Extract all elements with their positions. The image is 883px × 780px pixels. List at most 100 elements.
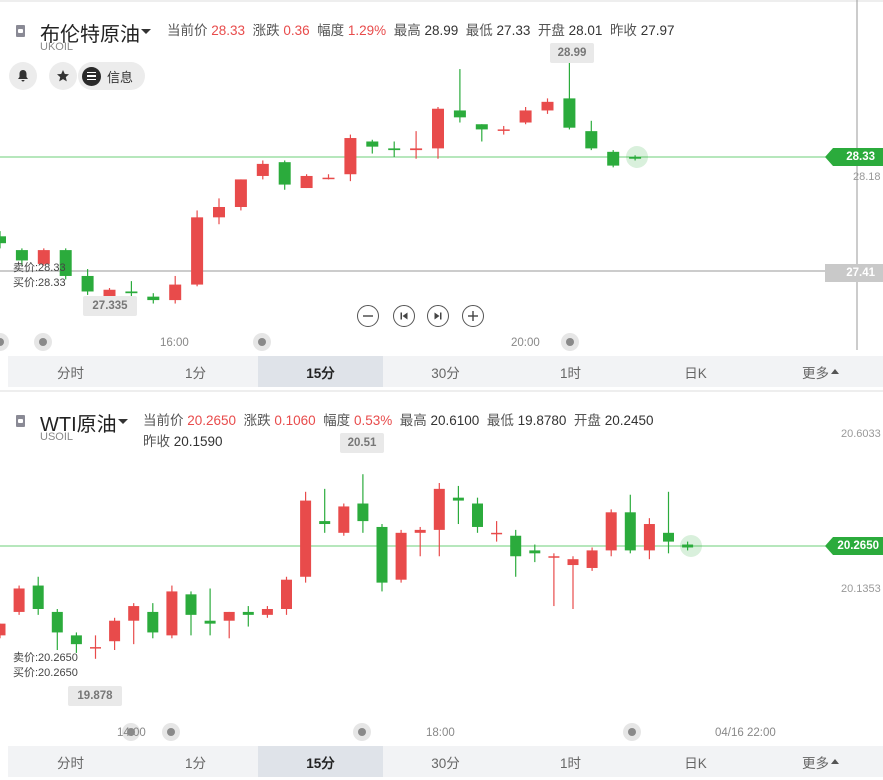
candle xyxy=(529,544,541,563)
scroll-end-button[interactable] xyxy=(427,305,449,327)
prev-close-value: 27.97 xyxy=(640,23,675,38)
candle xyxy=(414,526,426,557)
chevron-down-icon[interactable] xyxy=(141,29,151,34)
tab-timeshare[interactable]: 分时 xyxy=(8,356,133,387)
timeline-handle[interactable] xyxy=(623,723,641,741)
change-label: 涨跌 xyxy=(243,413,271,428)
candle-body xyxy=(388,148,401,151)
quote-bar: 当前价 20.2650 涨跌 0.1060 幅度 0.53% 最高 20.610… xyxy=(143,409,654,429)
interval-tabs: 分时 1分 15分 30分 1时 日K 更多 xyxy=(8,356,883,387)
favorite-button[interactable] xyxy=(49,62,77,90)
skip-back-icon xyxy=(400,312,408,320)
candle xyxy=(548,553,560,607)
document-icon[interactable] xyxy=(16,415,25,427)
candle xyxy=(204,588,216,636)
tab-more[interactable]: 更多 xyxy=(758,356,883,387)
live-glow xyxy=(626,146,648,168)
instrument-name[interactable]: WTI原油 xyxy=(40,414,117,436)
candle xyxy=(376,524,388,592)
candle xyxy=(472,497,483,533)
current-price-tag: 20.2650 xyxy=(837,540,879,552)
candle xyxy=(13,585,25,615)
tab-1hour[interactable]: 1时 xyxy=(508,356,633,387)
candle-body xyxy=(51,611,63,633)
zoom-in-button[interactable] xyxy=(462,305,484,327)
timeline-handle[interactable] xyxy=(561,333,579,351)
timeline-handle[interactable] xyxy=(34,333,52,351)
wti-candlestick-chart[interactable] xyxy=(0,390,883,730)
tab-30min[interactable]: 30分 xyxy=(383,746,508,777)
candle xyxy=(37,248,50,266)
candle-body xyxy=(319,521,331,525)
candle-body xyxy=(32,585,44,609)
candle xyxy=(497,125,510,135)
timeline-handle[interactable] xyxy=(122,723,140,741)
tab-15min[interactable]: 15分 xyxy=(258,356,383,387)
document-icon[interactable] xyxy=(16,25,25,37)
tab-daily[interactable]: 日K xyxy=(633,746,758,777)
candle-body xyxy=(128,606,140,621)
candle-body xyxy=(90,647,101,649)
scroll-start-button[interactable] xyxy=(393,305,415,327)
candle-body xyxy=(169,284,182,301)
zoom-out-button[interactable] xyxy=(357,305,379,327)
candle xyxy=(59,248,72,280)
tab-label: 分时 xyxy=(57,365,84,381)
time-label: 18:00 xyxy=(426,727,455,739)
brent-candlestick-chart[interactable] xyxy=(0,0,883,350)
candle-body xyxy=(204,620,216,624)
prev-close-label: 昨收 xyxy=(143,434,170,449)
tab-label: 日K xyxy=(684,365,707,381)
candle xyxy=(605,509,617,557)
tab-label: 30分 xyxy=(431,755,460,771)
candle xyxy=(213,198,225,225)
open-value: 28.01 xyxy=(568,23,603,38)
low-label: 最低 xyxy=(465,23,493,38)
low-value: 19.8780 xyxy=(517,413,567,428)
timeline-handle[interactable] xyxy=(253,333,271,351)
tab-more[interactable]: 更多 xyxy=(758,746,883,777)
timeline-handle[interactable] xyxy=(353,723,371,741)
candle xyxy=(453,69,466,123)
candle-body xyxy=(586,550,598,568)
candle-body xyxy=(366,141,379,147)
instrument-name[interactable]: 布伦特原油 xyxy=(40,24,140,46)
candle xyxy=(0,623,6,639)
timeline-handle[interactable] xyxy=(162,723,180,741)
candle xyxy=(344,134,357,182)
tab-1min[interactable]: 1分 xyxy=(133,356,258,387)
candle-body xyxy=(433,488,445,530)
info-button[interactable]: 信息 xyxy=(78,62,146,90)
tab-15min[interactable]: 15分 xyxy=(258,746,383,777)
candle xyxy=(234,179,247,211)
tab-label: 1时 xyxy=(559,365,581,381)
candle xyxy=(475,124,488,142)
candle xyxy=(261,606,273,618)
candle xyxy=(433,483,445,557)
high-price-bubble: 20.51 xyxy=(340,433,384,453)
candle-body xyxy=(682,544,694,548)
time-label: 16:00 xyxy=(160,337,189,349)
candle-body xyxy=(223,611,235,621)
candle xyxy=(452,485,464,525)
high-label: 最高 xyxy=(393,23,421,38)
candle-body xyxy=(147,296,160,301)
open-label: 开盘 xyxy=(573,413,601,428)
tab-1min[interactable]: 1分 xyxy=(133,746,258,777)
timeline-handle[interactable] xyxy=(0,333,9,351)
candle xyxy=(223,611,235,639)
tab-timeshare[interactable]: 分时 xyxy=(8,746,133,777)
tab-30min[interactable]: 30分 xyxy=(383,356,508,387)
tab-daily[interactable]: 日K xyxy=(633,356,758,387)
current-price-label: 当前价 xyxy=(167,23,208,38)
sell-price-label: 卖价:20.2650 xyxy=(13,652,78,664)
top-divider xyxy=(0,0,883,2)
candle xyxy=(147,603,159,639)
change-value: 0.36 xyxy=(283,23,310,38)
candle-body xyxy=(15,250,28,261)
current-price-tag: 28.33 xyxy=(846,151,875,163)
chevron-down-icon[interactable] xyxy=(118,419,128,424)
tab-1hour[interactable]: 1时 xyxy=(508,746,633,777)
alert-button[interactable] xyxy=(9,62,37,90)
candle-body xyxy=(475,124,488,130)
